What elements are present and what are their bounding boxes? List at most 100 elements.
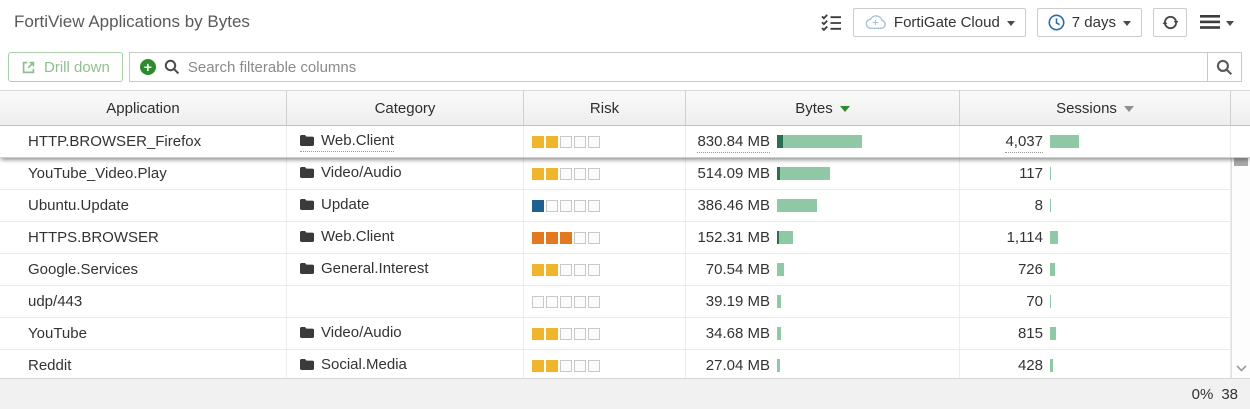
category-value[interactable]: Video/Audio [300, 324, 402, 344]
sessions-value[interactable]: 117 [1019, 165, 1043, 182]
bytes-value[interactable]: 39.19 MB [705, 293, 770, 310]
bytes-value[interactable]: 514.09 MB [697, 165, 770, 182]
add-filter-icon[interactable] [139, 59, 156, 75]
table-row[interactable]: HTTPS.BROWSER Web.Client 152.31 MB 1,114 [0, 222, 1250, 254]
bytes-sent-bar-segment [777, 231, 779, 244]
application-name[interactable]: udp/443 [28, 293, 83, 310]
bytes-cell: 386.46 MB [686, 190, 960, 221]
vertical-scrollbar[interactable] [1231, 126, 1250, 378]
risk-cell [524, 254, 686, 285]
sessions-cell: 726 [960, 254, 1231, 285]
table-row[interactable]: udp/443 39.19 MB 70 [0, 286, 1250, 318]
sessions-value[interactable]: 8 [1034, 197, 1043, 214]
drill-down-button[interactable]: Drill down [8, 52, 123, 82]
category-name: General.Interest [321, 259, 429, 277]
bytes-value[interactable]: 386.46 MB [697, 197, 770, 214]
folder-icon [300, 230, 314, 242]
risk-cell [524, 126, 686, 157]
risk-square [574, 263, 586, 276]
refresh-button[interactable] [1153, 7, 1187, 37]
status-bar: 0% 38 [0, 378, 1250, 409]
bytes-value[interactable]: 27.04 MB [705, 357, 770, 374]
application-name[interactable]: Ubuntu.Update [28, 197, 129, 214]
time-range-button[interactable]: 7 days [1036, 7, 1142, 37]
search-submit-button[interactable] [1207, 52, 1242, 82]
risk-square [532, 327, 544, 340]
risk-square [546, 199, 558, 212]
more-options-menu[interactable] [1198, 15, 1236, 29]
sessions-value[interactable]: 1,114 [1006, 229, 1043, 246]
risk-square [588, 359, 600, 372]
application-name[interactable]: Google.Services [28, 261, 139, 278]
risk-square [532, 199, 544, 212]
column-header-sessions[interactable]: Sessions [960, 91, 1231, 125]
folder-icon [300, 326, 314, 338]
column-settings-icon[interactable] [821, 13, 842, 31]
application-cell: Ubuntu.Update [0, 190, 287, 221]
sessions-cell: 70 [960, 286, 1231, 317]
table-row[interactable]: HTTP.BROWSER_Firefox Web.Client 830.84 M… [0, 126, 1250, 158]
risk-square [546, 135, 558, 148]
risk-square [574, 359, 586, 372]
bytes-bar [777, 199, 817, 212]
search-filter-box[interactable] [128, 52, 1208, 82]
sessions-value[interactable]: 4,037 [1005, 133, 1043, 153]
sessions-value[interactable]: 726 [1017, 261, 1043, 278]
table-header: Application Category Risk Bytes Sessions [0, 90, 1250, 126]
application-name[interactable]: HTTP.BROWSER_Firefox [28, 133, 202, 150]
titlebar-actions: FortiGate Cloud 7 days [821, 7, 1236, 37]
application-cell: udp/443 [0, 286, 287, 317]
bytes-value[interactable]: 70.54 MB [705, 261, 770, 278]
application-name[interactable]: Reddit [28, 357, 72, 374]
bytes-value[interactable]: 152.31 MB [697, 229, 770, 246]
table-row[interactable]: Ubuntu.Update Update 386.46 MB 8 [0, 190, 1250, 222]
sessions-value[interactable]: 70 [1026, 293, 1043, 310]
search-input[interactable] [187, 58, 1197, 76]
application-name[interactable]: YouTube [28, 325, 87, 342]
category-value[interactable]: General.Interest [300, 260, 429, 280]
category-cell: Update [287, 190, 524, 221]
category-value[interactable]: Web.Client [300, 132, 395, 152]
sessions-value[interactable]: 428 [1017, 357, 1043, 374]
device-selector-button[interactable]: FortiGate Cloud [852, 7, 1026, 37]
bytes-cell: 39.19 MB [686, 286, 960, 317]
column-header-category[interactable]: Category [287, 91, 524, 125]
application-name[interactable]: YouTube_Video.Play [28, 165, 167, 182]
risk-square [588, 231, 600, 244]
table-row[interactable]: Google.Services General.Interest 70.54 M… [0, 254, 1250, 286]
menu-icon [1200, 15, 1220, 29]
risk-square [560, 359, 572, 372]
bytes-value[interactable]: 34.68 MB [705, 325, 770, 342]
category-value[interactable]: Video/Audio [300, 164, 402, 184]
bytes-value[interactable]: 830.84 MB [697, 133, 770, 153]
time-range-label: 7 days [1071, 13, 1116, 31]
caret-down-icon [1006, 20, 1015, 26]
table-row[interactable]: YouTube Video/Audio 34.68 MB 815 [0, 318, 1250, 350]
category-cell: Video/Audio [287, 158, 524, 189]
bytes-cell: 830.84 MB [686, 126, 960, 157]
risk-square [546, 263, 558, 276]
application-name[interactable]: HTTPS.BROWSER [28, 229, 159, 246]
risk-square [532, 295, 544, 308]
column-header-bytes[interactable]: Bytes [686, 91, 960, 125]
scroll-down-icon[interactable] [1232, 365, 1250, 372]
risk-cell [524, 222, 686, 253]
category-value[interactable]: Web.Client [300, 228, 394, 248]
column-header-risk[interactable]: Risk [524, 91, 686, 125]
risk-square [560, 167, 572, 180]
risk-square [560, 231, 572, 244]
risk-square [574, 327, 586, 340]
sessions-value[interactable]: 815 [1017, 325, 1043, 342]
risk-square [532, 231, 544, 244]
page-title: FortiView Applications by Bytes [14, 12, 250, 31]
column-header-application[interactable]: Application [0, 91, 287, 125]
risk-square [532, 167, 544, 180]
bytes-bar [777, 167, 830, 180]
table-row[interactable]: YouTube_Video.Play Video/Audio 514.09 MB… [0, 158, 1250, 190]
category-value[interactable]: Update [300, 196, 369, 216]
sessions-bar [1050, 327, 1056, 340]
table-row[interactable]: Reddit Social.Media 27.04 MB 428 [0, 350, 1250, 378]
application-cell: HTTPS.BROWSER [0, 222, 287, 253]
category-value[interactable]: Social.Media [300, 356, 407, 376]
